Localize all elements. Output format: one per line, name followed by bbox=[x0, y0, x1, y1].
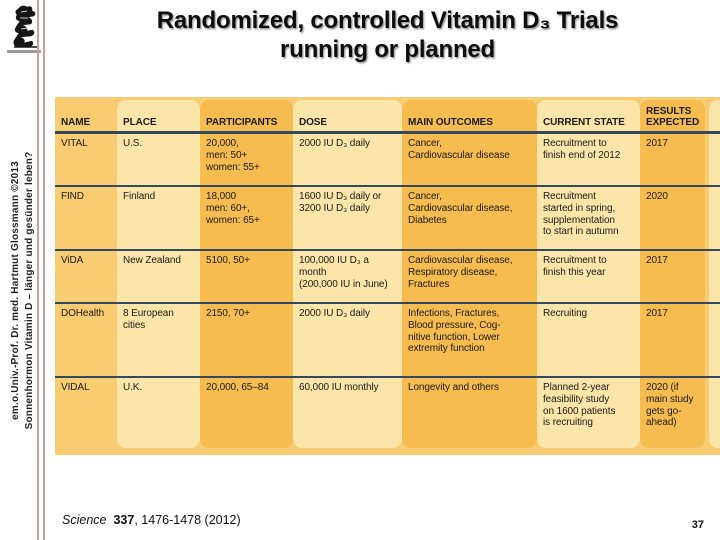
cell-spacer bbox=[705, 304, 720, 376]
publisher-crest-logo bbox=[13, 5, 38, 48]
column-band-current-state bbox=[537, 100, 640, 448]
trials-table: NAME PLACE PARTICIPANTS DOSE MAIN OUTCOM… bbox=[55, 97, 720, 455]
slide-page-number: 37 bbox=[691, 519, 704, 531]
table-row-vida: ViDA New Zealand 5100, 50+ 100,000 IU D₃… bbox=[55, 251, 720, 304]
column-header-spacer bbox=[705, 128, 720, 131]
column-band-main-outcomes bbox=[402, 100, 537, 448]
cell-spacer bbox=[705, 187, 720, 249]
citation-volume: 337 bbox=[113, 513, 135, 527]
table-row-vidal: VIDAL U.K. 20,000, 65–84 60,000 IU month… bbox=[55, 378, 720, 455]
column-band-dose bbox=[293, 100, 402, 448]
cell-results: 2020 (if main study gets go- ahead) bbox=[646, 382, 694, 429]
cell-participants: 20,000, men: 50+ women: 55+ bbox=[206, 138, 260, 173]
column-header-name: NAME bbox=[61, 116, 91, 128]
cell-name: FIND bbox=[61, 191, 84, 202]
cell-dose: 2000 IU D₃ daily bbox=[299, 138, 370, 149]
cell-spacer bbox=[705, 378, 720, 455]
slide-title-line1: Randomized, controlled Vitamin D₃ Trials bbox=[156, 7, 619, 34]
cell-state: Recruitment to finish this year bbox=[543, 255, 607, 278]
cell-state: Recruitment to finish end of 2012 bbox=[543, 138, 621, 161]
cell-outcomes: Cancer, Cardiovascular disease bbox=[408, 138, 510, 161]
cell-place: 8 European cities bbox=[123, 308, 174, 331]
column-header-main-outcomes: MAIN OUTCOMES bbox=[408, 116, 493, 128]
cell-results: 2017 bbox=[646, 308, 668, 319]
sidebar-divider-line-outer bbox=[37, 0, 39, 540]
cell-participants: 5100, 50+ bbox=[206, 255, 250, 266]
citation-pages: , 1476-1478 (2012) bbox=[134, 513, 241, 527]
table-row-find: FIND Finland 18,000 men: 60+, women: 65+… bbox=[55, 187, 720, 251]
cell-outcomes: Longevity and others bbox=[408, 382, 499, 393]
column-band-place bbox=[117, 100, 200, 448]
cell-participants: 2150, 70+ bbox=[206, 308, 250, 319]
cell-name: VIDAL bbox=[61, 382, 90, 393]
cell-dose: 1600 IU D₃ daily or 3200 IU D₃ daily bbox=[299, 191, 382, 214]
cell-dose: 60,000 IU monthly bbox=[299, 382, 379, 393]
cell-place: New Zealand bbox=[123, 255, 181, 266]
cell-name: ViDA bbox=[61, 255, 84, 266]
citation: Science 337, 1476-1478 (2012) bbox=[62, 513, 241, 527]
cell-name: DOHealth bbox=[61, 308, 105, 319]
cell-outcomes: Infections, Fractures, Blood pressure, C… bbox=[408, 308, 501, 355]
cell-results: 2017 bbox=[646, 138, 668, 149]
sidebar-credit-line2: Sonnenhormon Vitamin D – länger und gesü… bbox=[23, 151, 35, 430]
cell-state: Planned 2-year feasibility study on 1600… bbox=[543, 382, 616, 429]
sidebar-divider-line-inner bbox=[43, 0, 45, 540]
logo-caption bbox=[7, 50, 41, 53]
cell-dose: 100,000 IU D₃ a month (200,000 IU in Jun… bbox=[299, 255, 388, 290]
cell-state: Recruiting bbox=[543, 308, 588, 319]
column-band-partial-right bbox=[709, 100, 720, 448]
cell-place: Finland bbox=[123, 191, 156, 202]
cell-place: U.K. bbox=[123, 382, 143, 393]
cell-results: 2017 bbox=[646, 255, 668, 266]
cell-participants: 18,000 men: 60+, women: 65+ bbox=[206, 191, 260, 226]
column-header-place: PLACE bbox=[123, 116, 157, 128]
column-band-participants bbox=[200, 100, 293, 448]
citation-journal: Science bbox=[62, 513, 107, 527]
cell-place: U.S. bbox=[123, 138, 143, 149]
slide-title-line2: running or planned bbox=[279, 36, 496, 64]
cell-results: 2020 bbox=[646, 191, 668, 202]
table-row-vital: VITAL U.S. 20,000, men: 50+ women: 55+ 2… bbox=[55, 134, 720, 187]
cell-state: Recruitment started in spring, supplemen… bbox=[543, 191, 619, 238]
cell-participants: 20,000, 65–84 bbox=[206, 382, 269, 393]
column-header-results-expected: RESULTS EXPECTED bbox=[646, 106, 700, 128]
cell-outcomes: Cardiovascular disease, Respiratory dise… bbox=[408, 255, 513, 290]
slide-title: Randomized, controlled Vitamin D₃ Trials… bbox=[55, 6, 720, 65]
sidebar-credit-text: em.o.Univ.-Prof. Dr. med. Hartmut Glossm… bbox=[9, 123, 36, 458]
column-band-results-expected bbox=[640, 100, 705, 448]
cell-name: VITAL bbox=[61, 138, 88, 149]
table-row-dohealth: DOHealth 8 European cities 2150, 70+ 200… bbox=[55, 304, 720, 378]
cell-spacer bbox=[705, 134, 720, 185]
cell-outcomes: Cancer, Cardiovascular disease, Diabetes bbox=[408, 191, 513, 226]
table-header-row: NAME PLACE PARTICIPANTS DOSE MAIN OUTCOM… bbox=[55, 97, 720, 134]
cell-dose: 2000 IU D₃ daily bbox=[299, 308, 370, 319]
column-header-dose: DOSE bbox=[299, 116, 327, 128]
cell-spacer bbox=[705, 251, 720, 302]
column-header-participants: PARTICIPANTS bbox=[206, 116, 278, 128]
column-header-current-state: CURRENT STATE bbox=[543, 116, 625, 128]
sidebar-credit-line1: em.o.Univ.-Prof. Dr. med. Hartmut Glossm… bbox=[10, 161, 21, 420]
